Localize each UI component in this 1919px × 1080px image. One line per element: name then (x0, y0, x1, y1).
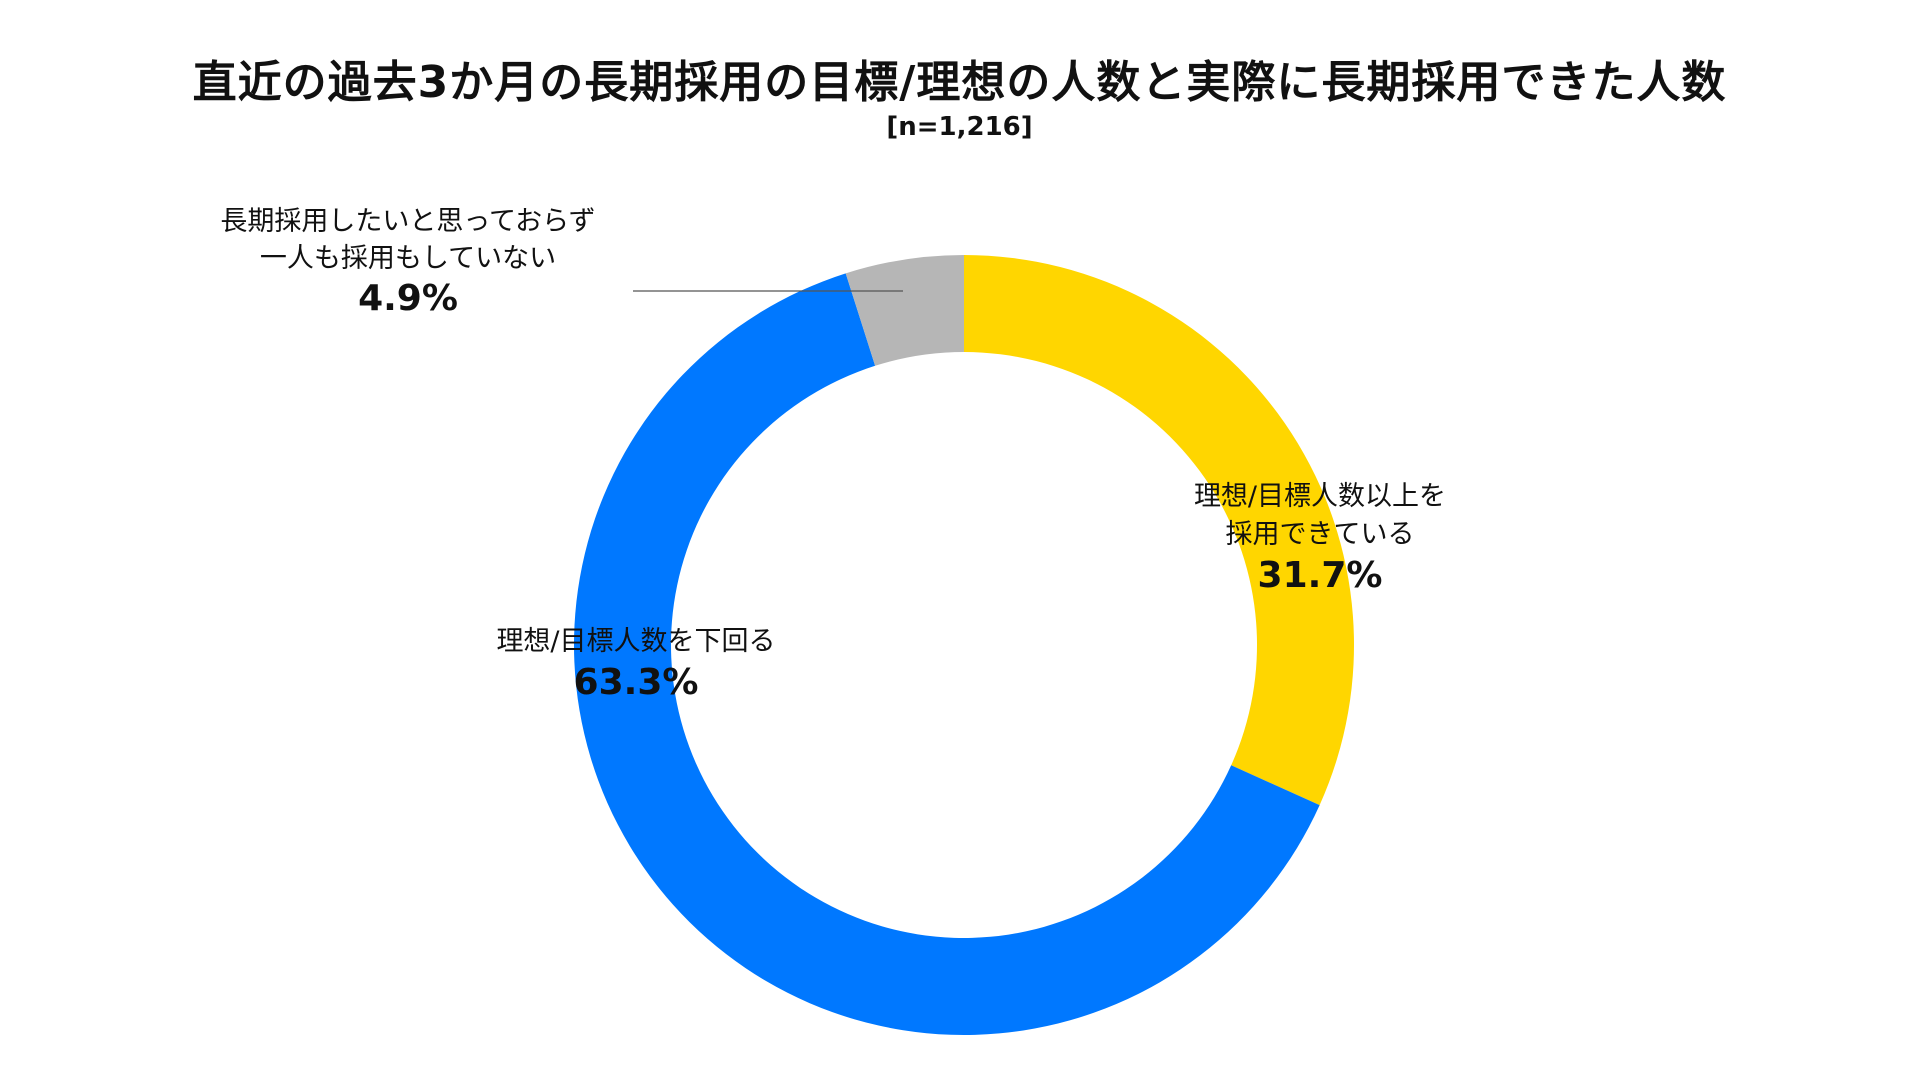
slice-label-text: 理想/目標人数を下回る (496, 626, 775, 657)
slice-label-text: 採用できている (1226, 519, 1415, 550)
slice-label-text: 一人も採用もしていない (260, 243, 556, 274)
donut-slices (573, 255, 1354, 1035)
chart-title: 直近の過去3か月の長期採用の目標/理想の人数と実際に長期採用できた人数 (192, 57, 1727, 108)
slice-value-label: 4.9% (358, 278, 458, 319)
slice-value-label: 31.7% (1258, 555, 1383, 596)
chart-subtitle: [n=1,216] (886, 112, 1033, 142)
slice-label-text: 長期採用したいと思っておらず (220, 206, 595, 237)
donut-slice-1 (964, 255, 1354, 806)
slice-value-label: 63.3% (574, 662, 699, 703)
slice-label-2: 理想/目標人数を下回る 63.3% (496, 626, 775, 703)
donut-slice-3 (845, 255, 964, 366)
slice-label-text: 理想/目標人数以上を (1194, 481, 1446, 512)
